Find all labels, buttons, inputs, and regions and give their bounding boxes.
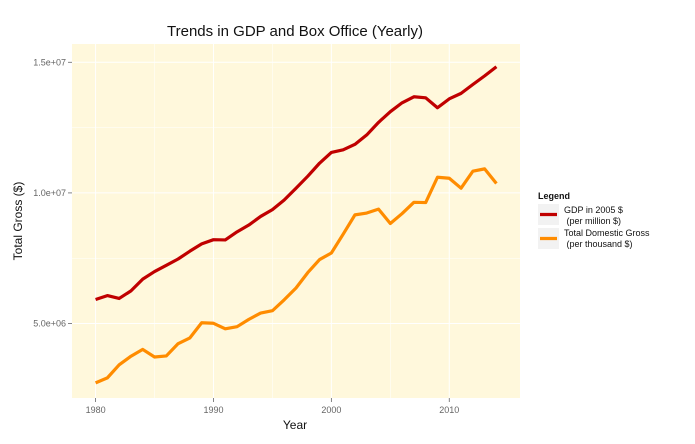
y-tick-label: 1.0e+07 [33,188,66,198]
y-tick-label: 1.5e+07 [33,57,66,67]
legend-label-box-office-line1: Total Domestic Gross [564,228,650,238]
y-axis-title: Total Gross ($) [11,182,25,261]
x-tick-label: 1990 [203,405,223,415]
legend-label-gdp-line2: (per million $) [564,216,621,226]
grid-lines [72,44,520,398]
series-line-gdp [95,65,498,302]
series-line-box-office [94,167,498,385]
x-tick-label: 1980 [86,405,106,415]
x-axis: 1980 1990 2000 2010 [86,398,459,415]
legend-title: Legend [538,191,570,201]
chart-title: Trends in GDP and Box Office (Yearly) [167,23,423,40]
x-tick-label: 2000 [321,405,341,415]
legend: Legend GDP in 2005 $ (per million $) Tot… [538,191,650,249]
x-axis-title: Year [283,418,307,432]
legend-label-gdp-line1: GDP in 2005 $ [564,205,623,215]
legend-label-box-office-line2: (per thousand $) [564,239,633,249]
series-layer [94,65,498,385]
y-axis: 5.0e+06 1.0e+07 1.5e+07 [33,57,72,329]
y-tick-label: 5.0e+06 [33,319,66,329]
x-tick-label: 2010 [439,405,459,415]
